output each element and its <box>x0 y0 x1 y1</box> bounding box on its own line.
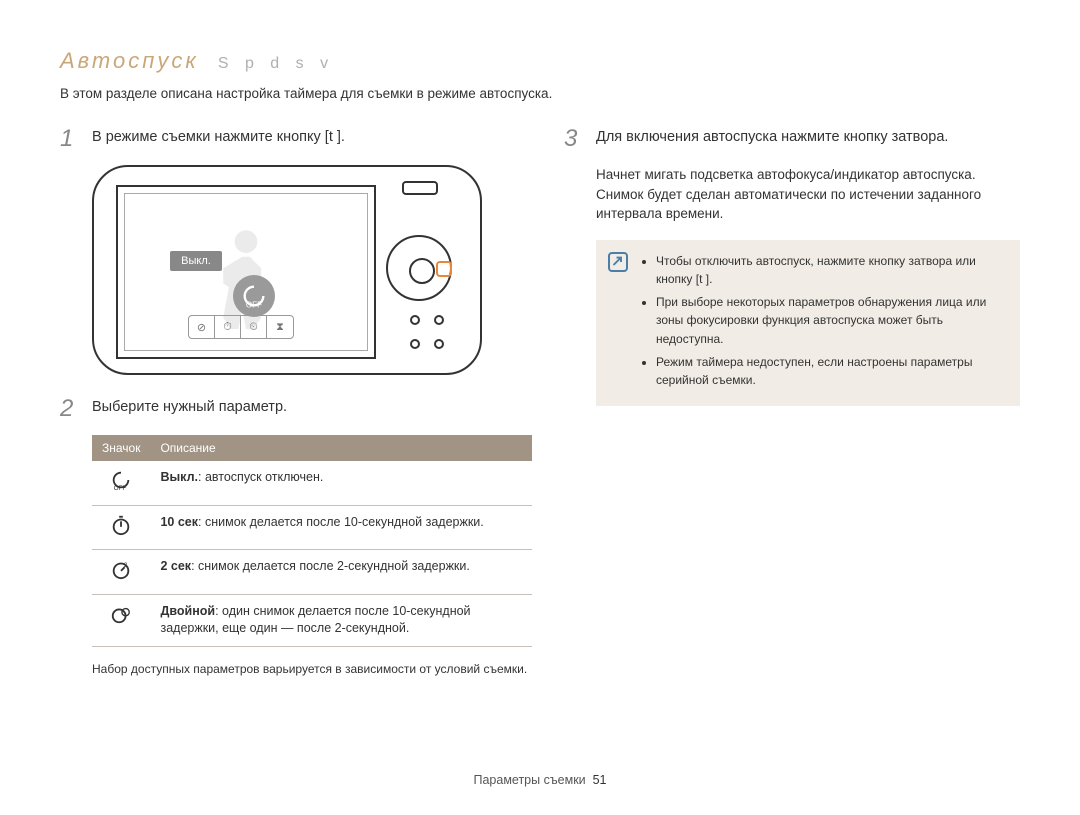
svg-text:OFF: OFF <box>246 301 262 310</box>
table-header-desc: Описание <box>150 435 532 461</box>
footer-page: 51 <box>593 773 607 787</box>
step-2: 2 Выберите нужный параметр. <box>60 397 532 421</box>
title-suffix: S p d s v <box>218 55 334 72</box>
timer-off-icon: OFF <box>233 275 275 317</box>
svg-text:OFF: OFF <box>114 485 127 491</box>
camera-button-4 <box>434 339 444 349</box>
camera-button-2 <box>434 315 444 325</box>
table-row-desc: Двойной: один снимок делается после 10-с… <box>150 594 532 646</box>
camera-button-1 <box>410 315 420 325</box>
timer-10s-row-icon <box>92 505 150 550</box>
page-footer: Параметры съемки 51 <box>0 773 1080 787</box>
table-row-desc: 10 сек: снимок делается после 10-секундн… <box>150 505 532 550</box>
table-row: 2 2 сек: снимок делается после 2-секундн… <box>92 550 532 595</box>
opt-desc: : автоспуск отключен. <box>198 470 323 484</box>
step-3-text: Для включения автоспуска нажмите кнопку … <box>596 127 948 147</box>
step-1-number: 1 <box>60 127 78 151</box>
page-title: Автоспуск S p d s v <box>60 48 1020 74</box>
timer-off-row-icon: OFF <box>92 461 150 505</box>
opt-2s-icon: ⏲ <box>241 316 267 338</box>
footer-section: Параметры съемки <box>473 773 585 787</box>
opt-label: 10 сек <box>160 515 198 529</box>
table-row: Двойной: один снимок делается после 10-с… <box>92 594 532 646</box>
tip-item: Чтобы отключить автоспуск, нажмите кнопк… <box>656 252 1004 289</box>
camera-dpad <box>386 235 452 301</box>
left-column: 1 В режиме съемки нажмите кнопку [t ]. В… <box>60 127 532 677</box>
two-column-layout: 1 В режиме съемки нажмите кнопку [t ]. В… <box>60 127 1020 677</box>
timer-2s-row-icon: 2 <box>92 550 150 595</box>
step-3-number: 3 <box>564 127 582 151</box>
step-1-text: В режиме съемки нажмите кнопку [t ]. <box>92 127 345 147</box>
timer-double-row-icon <box>92 594 150 646</box>
camera-body: Выкл. OFF ⊘ ⏱ ⏲ ⧗ <box>92 165 482 375</box>
tip-item: При выборе некоторых параметров обнаруже… <box>656 293 1004 349</box>
intro-text: В этом разделе описана настройка таймера… <box>60 86 1020 101</box>
opt-desc: : снимок делается после 2-секундной заде… <box>191 559 470 573</box>
opt-desc: : снимок делается после 10-секундной зад… <box>198 515 484 529</box>
camera-top-button <box>402 181 438 195</box>
availability-note: Набор доступных параметров варьируется в… <box>92 661 532 678</box>
opt-off-icon: ⊘ <box>189 316 215 338</box>
step-1: 1 В режиме съемки нажмите кнопку [t ]. <box>60 127 532 151</box>
opt-label: Двойной <box>160 604 215 618</box>
step-2-text: Выберите нужный параметр. <box>92 397 287 417</box>
tips-list: Чтобы отключить автоспуск, нажмите кнопк… <box>642 252 1004 390</box>
svg-text:2: 2 <box>124 562 128 569</box>
opt-10s-icon: ⏱ <box>215 316 241 338</box>
opt-label: 2 сек <box>160 559 191 573</box>
tip-item: Режим таймера недоступен, если настроены… <box>656 353 1004 390</box>
options-table: Значок Описание OFF Выкл.: автоспуск отк… <box>92 435 532 647</box>
table-row: 10 сек: снимок делается после 10-секундн… <box>92 505 532 550</box>
tips-box: Чтобы отключить автоспуск, нажмите кнопк… <box>596 240 1020 406</box>
screen-off-label: Выкл. <box>170 251 222 271</box>
opt-label: Выкл. <box>160 470 198 484</box>
table-row: OFF Выкл.: автоспуск отключен. <box>92 461 532 505</box>
table-row-desc: Выкл.: автоспуск отключен. <box>150 461 532 505</box>
dpad-right-highlight <box>436 261 452 277</box>
table-header-icon: Значок <box>92 435 150 461</box>
info-icon <box>608 252 628 272</box>
right-column: 3 Для включения автоспуска нажмите кнопк… <box>564 127 1020 677</box>
step-2-number: 2 <box>60 397 78 421</box>
camera-illustration: Выкл. OFF ⊘ ⏱ ⏲ ⧗ <box>92 165 532 375</box>
timer-option-row: ⊘ ⏱ ⏲ ⧗ <box>188 315 294 339</box>
title-main: Автоспуск <box>60 48 199 73</box>
camera-screen: Выкл. OFF ⊘ ⏱ ⏲ ⧗ <box>116 185 376 359</box>
step-3: 3 Для включения автоспуска нажмите кнопк… <box>564 127 1020 151</box>
step-3-subtext: Начнет мигать подсветка автофокуса/индик… <box>596 165 1020 224</box>
camera-button-3 <box>410 339 420 349</box>
opt-double-icon: ⧗ <box>267 316 293 338</box>
table-row-desc: 2 сек: снимок делается после 2-секундной… <box>150 550 532 595</box>
